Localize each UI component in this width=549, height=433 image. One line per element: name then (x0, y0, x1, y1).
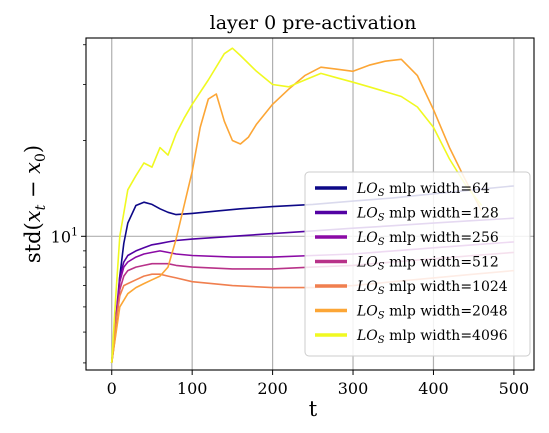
series-line (110, 47, 483, 363)
x-tick-label: 500 (499, 379, 530, 398)
x-tick-label: 400 (418, 379, 449, 398)
x-tick-label: 0 (107, 379, 117, 398)
legend-entry: LOS mlp width=256 (356, 230, 499, 248)
y-axis-label: std(xt − x0) (21, 145, 49, 263)
x-tick-label: 100 (177, 379, 208, 398)
y-tick-label: 101 (51, 225, 78, 246)
x-tick-label: 200 (257, 379, 288, 398)
legend-entry: LOS mlp width=128 (356, 206, 499, 224)
series-line (110, 58, 483, 364)
axis-ticks: 0 100 200 300 400 500 101 (51, 44, 530, 398)
legend-entry: LOS mlp width=512 (356, 255, 499, 273)
legend: LOS mlp width=64 LOS mlp width=128 LOS mlp… (304, 171, 531, 357)
legend-entry: LOS mlp width=1024 (356, 279, 508, 297)
x-axis-label: t (309, 397, 318, 421)
legend-entry: LOS mlp width=64 (356, 181, 490, 199)
legend-entry: LOS mlp width=2048 (356, 304, 508, 322)
plot-area (85, 37, 535, 371)
x-tick-label: 300 (338, 379, 369, 398)
legend-entry: LOS mlp width=4096 (356, 328, 508, 346)
legend-box (304, 171, 531, 357)
chart-title: layer 0 pre-activation (210, 12, 417, 34)
